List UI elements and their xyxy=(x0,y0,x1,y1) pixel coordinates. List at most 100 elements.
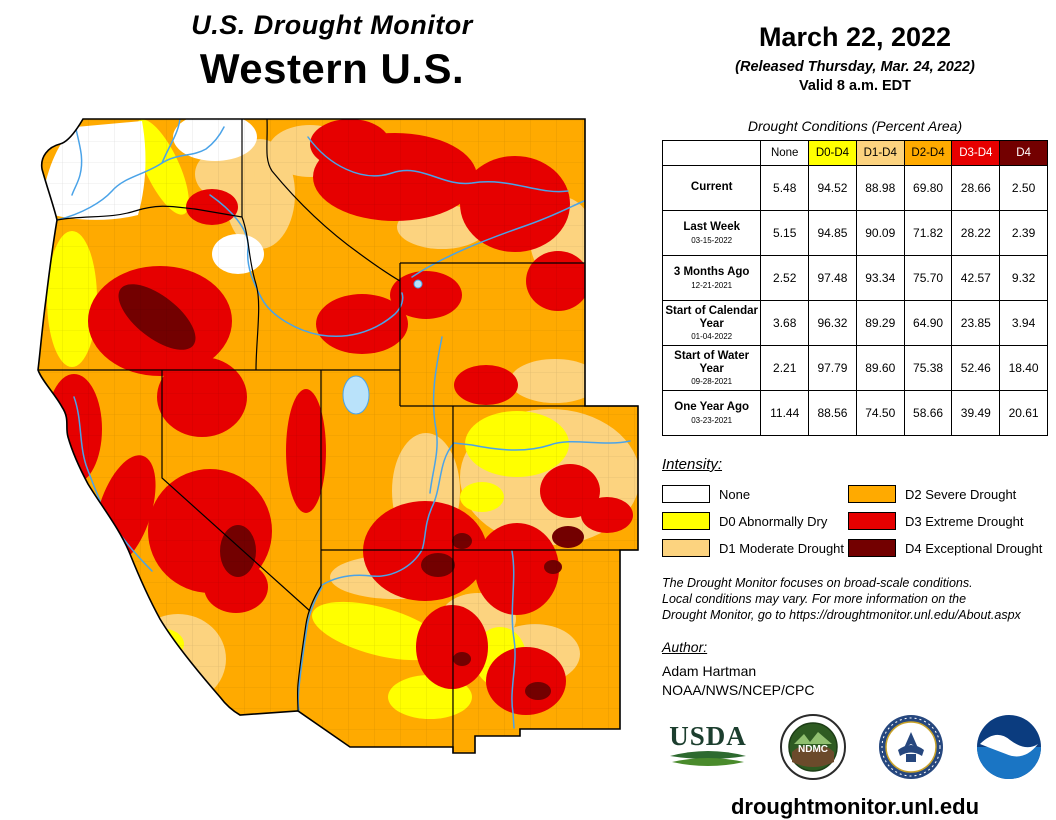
column-header-none: None xyxy=(760,140,810,166)
legend-item-d4: D4 Exceptional Drought xyxy=(848,539,1042,557)
drought-conditions-table: None D0-D4 D1-D4 D2-D4 D3-D4 D4 Current … xyxy=(661,140,1048,436)
footer-url: droughtmonitor.unl.edu xyxy=(730,794,980,819)
legend-item-d1: D1 Moderate Drought xyxy=(662,539,848,557)
table-cell: 42.57 xyxy=(951,255,1001,301)
row-label-one-year-ago: One Year Ago 03-23-2021 xyxy=(661,390,762,436)
map-column: U.S. Drought Monitor Western U.S. xyxy=(8,10,656,764)
table-cell: 89.60 xyxy=(855,345,905,391)
row-label-last-week: Last Week 03-15-2022 xyxy=(661,210,762,256)
table-cell: 90.09 xyxy=(855,210,905,256)
author-name: Adam Hartman xyxy=(662,663,757,679)
legend-title: Intensity: xyxy=(662,456,723,473)
region-title: Western U.S. xyxy=(199,45,465,92)
legend-swatch-d2 xyxy=(848,485,896,503)
noaa-seal-svg xyxy=(977,715,1041,779)
legend-swatch-d3 xyxy=(848,512,896,530)
great-salt-lake xyxy=(342,375,370,415)
table-cell: 69.80 xyxy=(903,165,953,211)
legend-item-d2: D2 Severe Drought xyxy=(848,485,1042,503)
table-row: Start of Calendar Year 01-04-2022 3.68 9… xyxy=(661,300,1048,346)
county-grid xyxy=(38,119,638,753)
drought-map-svg xyxy=(37,118,639,754)
commerce-seal-svg xyxy=(879,715,943,779)
table-cell: 94.52 xyxy=(808,165,857,211)
table-cell: 3.94 xyxy=(999,300,1048,346)
column-header-d1-d4: D1-D4 xyxy=(855,140,905,166)
table-cell: 20.61 xyxy=(999,390,1048,436)
column-header-d2-d4: D2-D4 xyxy=(903,140,953,166)
author-org: NOAA/NWS/NCEP/CPC xyxy=(662,682,815,698)
release-date: (Released Thursday, Mar. 24, 2022) xyxy=(735,59,975,75)
ndmc-seal: NDMC xyxy=(780,714,846,780)
row-label-current: Current xyxy=(661,165,762,211)
table-cell: 5.15 xyxy=(760,210,810,256)
valid-time: Valid 8 a.m. EDT xyxy=(798,78,911,94)
table-row: 3 Months Ago 12-21-2021 2.52 97.48 93.34… xyxy=(661,255,1048,301)
map-outline xyxy=(37,118,639,754)
legend-item-none: None xyxy=(662,485,848,503)
table-cell: 97.79 xyxy=(808,345,857,391)
usda-swoosh xyxy=(670,750,746,766)
table-cell: 89.29 xyxy=(855,300,905,346)
table-row: One Year Ago 03-23-2021 11.44 88.56 74.5… xyxy=(661,390,1048,436)
yellowstone-lake xyxy=(413,279,423,289)
row-label-start-water-year: Start of Water Year 09-28-2021 xyxy=(661,345,762,391)
table-cell: 52.46 xyxy=(951,345,1001,391)
column-header-d0-d4: D0-D4 xyxy=(808,140,857,166)
commerce-seal xyxy=(878,714,944,780)
noaa-logo xyxy=(976,714,1042,780)
legend: None D0 Abnormally Dry D1 Moderate Droug… xyxy=(662,485,1048,557)
legend-item-d0: D0 Abnormally Dry xyxy=(662,512,848,530)
table-cell: 3.68 xyxy=(760,300,810,346)
legend-swatch-d4 xyxy=(848,539,896,557)
map-titles: U.S. Drought Monitor Western U.S. xyxy=(8,10,656,93)
legend-item-d3: D3 Extreme Drought xyxy=(848,512,1042,530)
table-cell: 97.48 xyxy=(808,255,857,301)
rivers xyxy=(56,119,631,729)
state-borders xyxy=(38,118,638,753)
table-cell: 64.90 xyxy=(903,300,953,346)
table-row: Current 5.48 94.52 88.98 69.80 28.66 2.5… xyxy=(661,165,1048,211)
table-cell: 75.70 xyxy=(903,255,953,301)
table-cell: 88.98 xyxy=(855,165,905,211)
table-cell: 58.66 xyxy=(903,390,953,436)
usda-logo: USDA xyxy=(668,722,748,772)
table-cell: 2.52 xyxy=(760,255,810,301)
legend-swatch-none xyxy=(662,485,710,503)
table-cell: 18.40 xyxy=(999,345,1048,391)
map-date: March 22, 2022 xyxy=(758,22,952,52)
table-cell: 5.48 xyxy=(760,165,810,211)
page-title: U.S. Drought Monitor xyxy=(191,10,473,40)
table-cell: 75.38 xyxy=(903,345,953,391)
table-cell: 2.39 xyxy=(999,210,1048,256)
table-cell: 94.85 xyxy=(808,210,857,256)
table-cell: 96.32 xyxy=(808,300,857,346)
column-header-d3-d4: D3-D4 xyxy=(951,140,1001,166)
table-cell: 23.85 xyxy=(951,300,1001,346)
table-cell: 28.22 xyxy=(951,210,1001,256)
row-label-start-calendar-year: Start of Calendar Year 01-04-2022 xyxy=(661,300,762,346)
table-cell: 9.32 xyxy=(999,255,1048,301)
table-cell: 28.66 xyxy=(951,165,1001,211)
row-label-3-months-ago: 3 Months Ago 12-21-2021 xyxy=(661,255,762,301)
table-cell: 11.44 xyxy=(760,390,810,436)
svg-text:NDMC: NDMC xyxy=(798,744,828,755)
ndmc-logo: NDMC xyxy=(780,714,846,780)
table-cell: 2.21 xyxy=(760,345,810,391)
legend-swatch-d1 xyxy=(662,539,710,557)
agency-logos: USDA NDMC xyxy=(662,714,1048,780)
table-cell: 93.34 xyxy=(855,255,905,301)
drought-map xyxy=(8,99,656,764)
table-cell: 88.56 xyxy=(808,390,857,436)
table-caption: Drought Conditions (Percent Area) xyxy=(747,118,963,134)
table-cell: 74.50 xyxy=(855,390,905,436)
table-corner-cell xyxy=(661,140,762,166)
info-column: March 22, 2022 (Released Thursday, Mar. … xyxy=(661,22,1048,820)
table-row: Start of Water Year 09-28-2021 2.21 97.7… xyxy=(661,345,1048,391)
legend-swatch-d0 xyxy=(662,512,710,530)
table-row: Last Week 03-15-2022 5.15 94.85 90.09 71… xyxy=(661,210,1048,256)
table-cell: 71.82 xyxy=(903,210,953,256)
author-title: Author: xyxy=(662,639,708,655)
disclaimer-text: The Drought Monitor focuses on broad-sca… xyxy=(662,576,1021,622)
column-header-d4: D4 xyxy=(999,140,1048,166)
